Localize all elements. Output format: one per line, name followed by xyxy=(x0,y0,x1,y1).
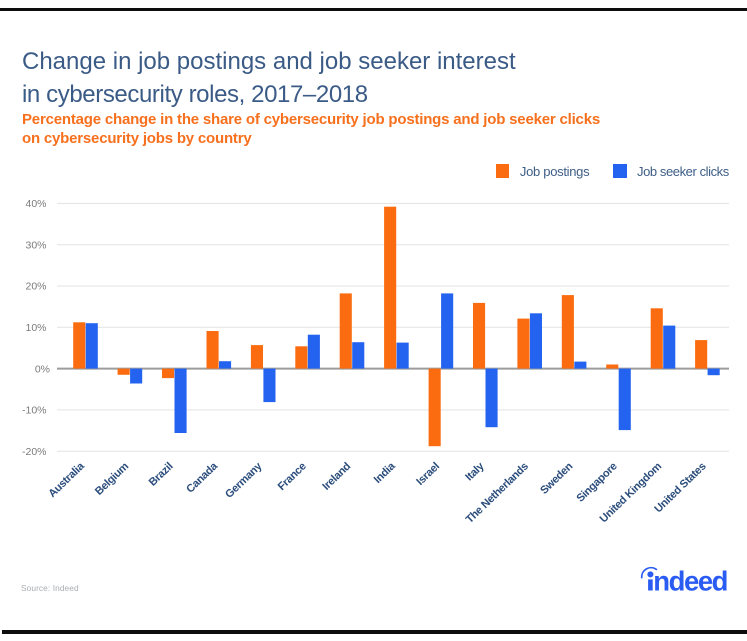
svg-text:Italy: Italy xyxy=(463,460,487,484)
svg-text:-10%: -10% xyxy=(22,405,47,417)
svg-text:Germany: Germany xyxy=(223,460,265,501)
svg-text:10%: 10% xyxy=(25,322,46,334)
svg-text:Canada: Canada xyxy=(184,460,220,496)
svg-text:20%: 20% xyxy=(25,281,46,293)
svg-text:Ireland: Ireland xyxy=(320,461,353,493)
svg-text:-20%: -20% xyxy=(22,446,47,458)
svg-text:ndeed: ndeed xyxy=(653,566,727,597)
svg-text:0%: 0% xyxy=(35,363,50,375)
svg-text:Australia: Australia xyxy=(46,460,87,500)
svg-text:Israel: Israel xyxy=(414,460,442,488)
svg-text:Sweden: Sweden xyxy=(538,460,575,497)
svg-text:India: India xyxy=(372,460,399,486)
svg-text:30%: 30% xyxy=(25,239,46,251)
svg-text:France: France xyxy=(276,460,309,493)
svg-text:Belgium: Belgium xyxy=(93,460,131,498)
svg-text:Brazil: Brazil xyxy=(147,460,176,488)
svg-text:Singapore: Singapore xyxy=(574,460,619,504)
svg-text:40%: 40% xyxy=(25,198,46,210)
